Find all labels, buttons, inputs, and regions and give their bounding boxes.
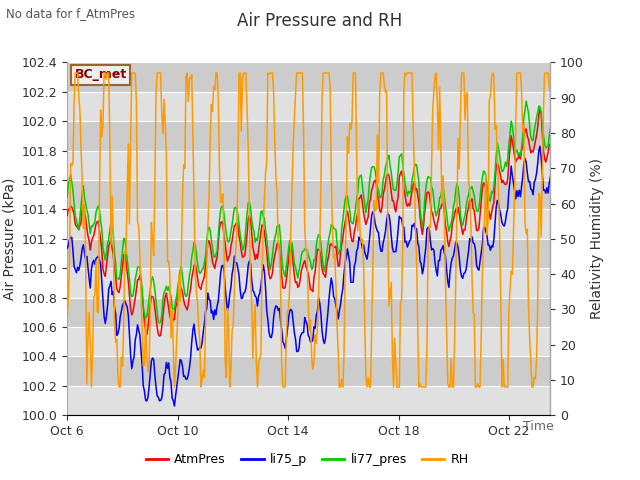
Bar <box>67 298 550 327</box>
Y-axis label: Air Pressure (kPa): Air Pressure (kPa) <box>2 178 16 300</box>
Text: No data for f_AtmPres: No data for f_AtmPres <box>6 7 136 20</box>
Text: BC_met: BC_met <box>74 68 127 81</box>
Bar <box>67 357 550 386</box>
Bar <box>67 268 550 298</box>
Bar <box>67 209 550 239</box>
Y-axis label: Relativity Humidity (%): Relativity Humidity (%) <box>589 158 604 319</box>
Text: Air Pressure and RH: Air Pressure and RH <box>237 12 403 30</box>
Bar <box>67 121 550 151</box>
Bar <box>67 62 550 92</box>
Legend: AtmPres, li75_p, li77_pres, RH: AtmPres, li75_p, li77_pres, RH <box>141 448 474 471</box>
Text: Time: Time <box>523 420 554 433</box>
Bar <box>67 327 550 357</box>
Bar <box>67 239 550 268</box>
Bar <box>67 386 550 415</box>
Bar <box>67 92 550 121</box>
Bar <box>67 151 550 180</box>
Bar <box>67 180 550 209</box>
